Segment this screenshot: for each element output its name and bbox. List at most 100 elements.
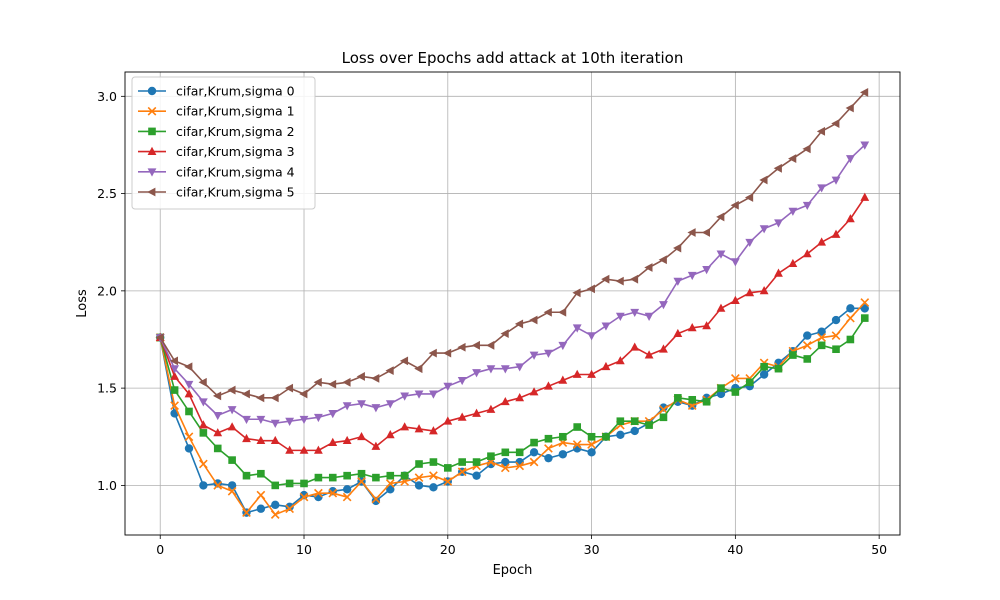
data-point xyxy=(500,396,510,406)
data-point xyxy=(629,274,639,284)
legend-entry: cifar,Krum,sigma 1 xyxy=(138,104,295,119)
data-point xyxy=(198,398,208,407)
legend-label: cifar,Krum,sigma 0 xyxy=(176,84,295,99)
data-point xyxy=(270,419,280,428)
data-point xyxy=(486,340,495,350)
legend-marker xyxy=(147,86,157,96)
data-point xyxy=(673,277,683,286)
data-point xyxy=(271,500,280,510)
series-5 xyxy=(155,88,869,403)
data-point xyxy=(227,406,237,415)
data-point xyxy=(530,438,538,447)
legend-label: cifar,Krum,sigma 3 xyxy=(176,144,295,159)
series-2 xyxy=(156,314,869,490)
x-axis-label: Epoch xyxy=(493,563,533,578)
data-point xyxy=(428,348,437,358)
data-point xyxy=(701,228,711,237)
data-point xyxy=(745,238,755,248)
data-point xyxy=(716,212,725,222)
data-point xyxy=(601,361,611,371)
data-point xyxy=(572,324,582,333)
data-point xyxy=(356,372,365,381)
data-point xyxy=(845,155,855,164)
data-point xyxy=(572,288,581,298)
y-axis-label: Loss xyxy=(75,289,90,318)
data-point xyxy=(414,481,424,490)
data-point xyxy=(399,356,409,366)
data-point xyxy=(299,415,309,425)
x-tick-label: 0 xyxy=(156,542,164,557)
x-tick-label: 50 xyxy=(871,542,887,557)
data-point xyxy=(457,342,466,352)
data-point xyxy=(227,481,237,490)
data-point xyxy=(170,401,179,410)
data-point xyxy=(558,307,567,317)
legend-entry: cifar,Krum,sigma 2 xyxy=(138,124,295,139)
data-point xyxy=(241,389,250,399)
data-point xyxy=(845,214,855,223)
data-point xyxy=(242,415,251,425)
data-point xyxy=(831,176,841,185)
data-point xyxy=(486,404,496,413)
data-point xyxy=(731,388,740,396)
data-point xyxy=(185,407,193,416)
data-point xyxy=(832,345,840,354)
legend-entry: cifar,Krum,sigma 3 xyxy=(138,144,295,159)
data-point xyxy=(730,295,740,304)
data-point xyxy=(543,307,552,317)
data-point xyxy=(529,457,539,467)
data-point xyxy=(271,481,280,490)
series-layer xyxy=(155,88,870,519)
data-point xyxy=(458,458,466,466)
data-point xyxy=(357,431,366,441)
legend-label: cifar,Krum,sigma 1 xyxy=(176,104,295,119)
data-point xyxy=(687,228,696,237)
data-point xyxy=(486,365,496,374)
data-point xyxy=(831,331,841,340)
data-point xyxy=(357,469,366,478)
data-point xyxy=(414,424,424,433)
data-point xyxy=(313,413,323,423)
data-point xyxy=(414,473,424,482)
data-point xyxy=(328,488,338,498)
data-point xyxy=(471,340,480,350)
data-point xyxy=(544,381,553,390)
data-point xyxy=(674,394,682,402)
data-point xyxy=(788,207,798,216)
data-point xyxy=(500,329,509,339)
data-point xyxy=(659,301,668,310)
data-point xyxy=(544,434,553,443)
data-point xyxy=(400,392,410,401)
data-point xyxy=(559,432,567,441)
data-point xyxy=(860,298,870,307)
data-point xyxy=(817,341,826,350)
data-point xyxy=(242,471,251,480)
data-point xyxy=(572,440,582,449)
x-tick-label: 30 xyxy=(584,542,600,557)
data-point xyxy=(816,126,826,136)
data-point xyxy=(702,266,712,275)
data-point xyxy=(659,403,668,412)
y-tick-label: 1.0 xyxy=(97,478,117,493)
data-point xyxy=(587,432,596,441)
grid-lines xyxy=(125,72,900,535)
data-point xyxy=(227,385,236,395)
data-point xyxy=(702,397,711,406)
y-tick-label: 2.5 xyxy=(97,186,117,201)
data-point xyxy=(213,481,223,490)
data-point xyxy=(744,193,754,202)
data-point xyxy=(442,348,452,358)
data-point xyxy=(414,364,423,374)
data-point xyxy=(357,400,366,409)
data-point xyxy=(500,463,510,473)
data-point xyxy=(558,450,568,459)
data-point xyxy=(802,144,811,154)
y-tick-label: 2.0 xyxy=(97,283,117,298)
data-point xyxy=(371,441,381,450)
data-point xyxy=(831,315,841,325)
data-point xyxy=(716,250,726,259)
data-point xyxy=(457,376,467,386)
data-point xyxy=(731,374,740,383)
data-point xyxy=(386,485,395,494)
data-point xyxy=(457,467,467,477)
